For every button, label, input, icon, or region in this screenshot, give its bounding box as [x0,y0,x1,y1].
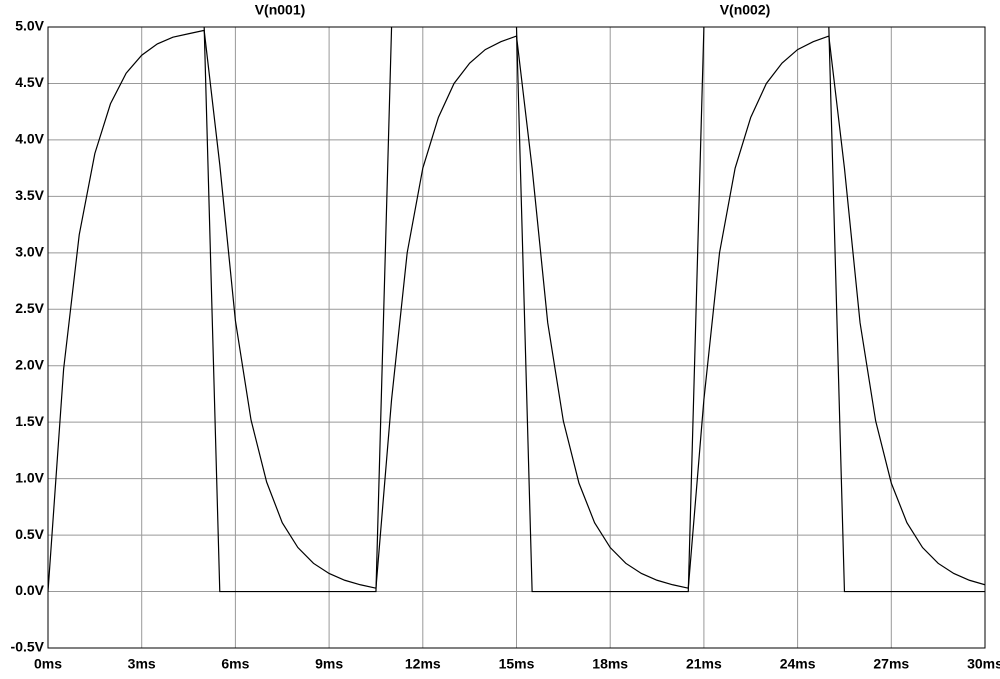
y-tick-label: 4.0V [15,131,44,147]
x-tick-label: 9ms [315,656,343,672]
x-tick-label: 18ms [592,656,628,672]
y-tick-label: -0.5V [11,639,45,655]
legend-entry: V(n001) [255,2,306,18]
x-tick-label: 6ms [221,656,249,672]
y-tick-label: 2.0V [15,356,44,372]
series-line [48,29,985,592]
y-tick-label: 1.5V [15,413,44,429]
y-tick-label: 1.0V [15,469,44,485]
series-line [203,27,985,593]
x-tick-label: 12ms [405,656,441,672]
y-tick-label: 3.5V [15,187,44,203]
y-tick-label: 3.0V [15,244,44,260]
x-tick-label: 27ms [873,656,909,672]
x-tick-label: 24ms [780,656,816,672]
legend-entry: V(n002) [720,2,771,18]
x-tick-label: 30ms [967,656,1000,672]
x-tick-label: 15ms [499,656,535,672]
y-tick-label: 4.5V [15,74,44,90]
x-tick-label: 21ms [686,656,722,672]
y-tick-label: 2.5V [15,300,44,316]
y-tick-label: 0.5V [15,526,44,542]
x-tick-label: 3ms [128,656,156,672]
y-tick-label: 5.0V [15,18,44,34]
y-tick-label: 0.0V [15,582,44,598]
x-tick-label: 0ms [34,656,62,672]
